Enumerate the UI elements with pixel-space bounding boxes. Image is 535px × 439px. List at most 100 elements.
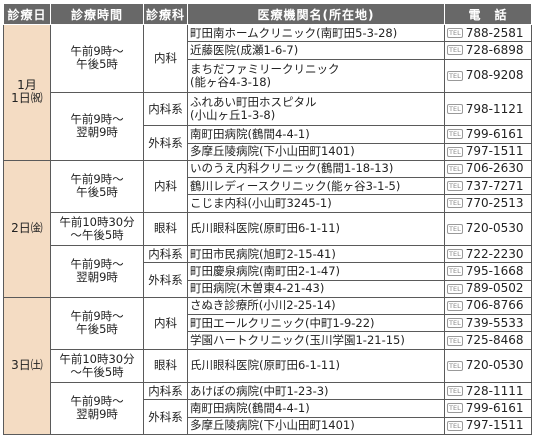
- institution-name: 南町田病院(鶴間4-4-1): [187, 399, 445, 418]
- table-row: こじま内科(小山町3245-1) TEL 770-2513: [4, 194, 532, 213]
- table-row: 午前10時30分 ～午後5時 眼科 氏川眼科医院(原町田6-1-11) TEL 7…: [4, 211, 532, 246]
- phone-cell: TEL 770-2513: [444, 194, 532, 213]
- institution-name: 町田慶泉病院(南町田2-1-47): [187, 262, 445, 281]
- institution-name: 氏川眼科医院(原町田6-1-11): [187, 211, 445, 246]
- phone-number: 770-2513: [465, 195, 524, 210]
- phone-number: 720-0530: [465, 221, 524, 236]
- phone-icon: TEL: [447, 163, 463, 174]
- table-row: 1月 1日㈷ 午前9時～ 午後5時 内科 町田南ホームクリニック(南町田5-3-…: [3, 23, 532, 161]
- institution-name: 氏川眼科医院(原町田6-1-11): [187, 348, 445, 383]
- institution-name: 町田エールクリニック(中町1-9-22): [187, 314, 445, 333]
- institution-name: 鶴川レディースクリニック(能ヶ谷3-1-5): [187, 177, 445, 196]
- day-cell: 2日㈮: [3, 159, 51, 298]
- time-start: 午前9時～: [70, 44, 124, 59]
- phone-number: 722-2230: [465, 246, 524, 261]
- time-cell: 午前10時30分 ～午後5時: [50, 211, 144, 246]
- table-row: 多摩丘陵病院(下小山田町1401) TEL 797-1511: [4, 416, 532, 436]
- time-cell: 午前9時～ 午後5時: [50, 24, 144, 93]
- time-start: 午前9時～: [70, 257, 124, 272]
- institution-name: 学園ハートクリニック(玉川学園1-21-15): [187, 331, 445, 350]
- phone-number: 739-5533: [465, 315, 524, 330]
- time-end: ～午後5時: [70, 227, 124, 242]
- time-end: 翌朝9時: [76, 270, 118, 285]
- institution-name: いのうえ内科クリニック(鶴間1-18-13): [187, 159, 445, 179]
- phone-number: 788-2581: [465, 25, 524, 40]
- phone-icon: TEL: [447, 223, 463, 234]
- phone-number: 798-1121: [465, 101, 524, 116]
- table-row: 町田エールクリニック(中町1-9-22) TEL 739-5533: [4, 314, 532, 333]
- phone-number: 728-6898: [465, 42, 524, 57]
- time-start: 午前9時～: [70, 172, 124, 187]
- time-cell: 午前9時～ 翌朝9時: [50, 381, 144, 436]
- phone-icon: TEL: [447, 181, 463, 192]
- time-end: 午後5時: [76, 57, 118, 72]
- phone-cell: TEL 706-8766: [444, 296, 532, 316]
- phone-icon: TEL: [447, 335, 463, 346]
- phone-number: 725-8468: [465, 333, 524, 347]
- phone-cell: TEL 739-5533: [444, 314, 532, 333]
- phone-cell: TEL 797-1511: [444, 142, 532, 161]
- institution-name: 南町田病院(鶴間4-4-1): [187, 125, 445, 144]
- table-row: 3日㈯ 午前9時～ 午後5時 内科 さぬき診療所(小川2-25-14) TEL 7…: [3, 296, 532, 436]
- time-cell: 午前9時～ 翌朝9時: [50, 91, 144, 161]
- phone-icon: TEL: [447, 283, 463, 294]
- phone-cell: TEL 728-6898: [444, 41, 532, 60]
- phone-icon: TEL: [447, 420, 463, 431]
- phone-cell: TEL 799-6161: [444, 125, 532, 144]
- time-end: 翌朝9時: [76, 407, 118, 422]
- phone-number: 706-2630: [465, 161, 524, 176]
- table-row: 午前9時～ 翌朝9時 内科系 あけぼの病院(中町1-23-3) TEL 728-1…: [4, 381, 532, 436]
- phone-cell: TEL 708-9208: [444, 58, 532, 93]
- time-cell: 午前9時～ 午後5時: [50, 159, 144, 213]
- header-time: 診療時間: [50, 3, 144, 25]
- phone-icon: TEL: [447, 318, 463, 329]
- phone-cell: TEL 737-7271: [444, 177, 532, 196]
- dept-cell: 内科: [143, 24, 188, 93]
- institution-name: さぬき診療所(小川2-25-14): [187, 296, 445, 316]
- time-end: 午後5時: [76, 322, 118, 337]
- holiday-clinic-table: 診療日 診療時間 診療科 医療機関名(所在地) 電 話 1月 1日㈷ 午前9時～…: [3, 3, 532, 436]
- phone-cell: TEL 722-2230: [444, 244, 532, 264]
- phone-number: 720-0530: [465, 358, 524, 373]
- phone-number: 795-1668: [465, 263, 524, 278]
- institution-name: まちだファミリークリニック (能ヶ谷4-3-18): [187, 58, 445, 93]
- institution-name-line1: まちだファミリークリニック: [190, 61, 340, 76]
- phone-number: 706-8766: [465, 298, 524, 313]
- table-row: 2日㈮ 午前9時～ 午後5時 内科 いのうえ内科クリニック(鶴間1-18-13)…: [3, 159, 532, 298]
- table-row: 外科系 町田慶泉病院(南町田2-1-47) TEL 795-1668: [4, 262, 532, 298]
- day-month: 1月: [17, 78, 37, 93]
- phone-cell: TEL 789-0502: [444, 279, 532, 298]
- time-start: 午前10時30分: [59, 351, 135, 366]
- day-cell: 1月 1日㈷: [3, 24, 51, 161]
- time-cell: 午前9時～ 午後5時: [50, 296, 144, 350]
- institution-name: 町田病院(木曽東4-21-43): [187, 279, 445, 298]
- dept-cell: 内科系: [143, 381, 188, 401]
- phone-number: 799-6161: [465, 126, 524, 141]
- time-end: 翌朝9時: [76, 125, 118, 140]
- table-row: 午前10時30分 ～午後5時 眼科 氏川眼科医院(原町田6-1-11) TEL 7…: [4, 348, 532, 383]
- table-row: 外科系 南町田病院(鶴間4-4-1) TEL 799-6161: [4, 125, 532, 161]
- dept-cell: 眼科: [143, 211, 188, 246]
- phone-icon: TEL: [447, 129, 463, 140]
- phone-cell: TEL 706-2630: [444, 159, 532, 179]
- phone-icon: TEL: [447, 70, 463, 81]
- time-start: 午前9時～: [70, 394, 124, 409]
- phone-number: 797-1511: [465, 144, 524, 159]
- time-cell: 午前10時30分 ～午後5時: [50, 348, 144, 383]
- table-row: 午前9時～ 翌朝9時 内科系 町田市民病院(旭町2-15-41) TEL 722-…: [4, 244, 532, 298]
- phone-number: 737-7271: [465, 178, 524, 193]
- table-row: 近藤医院(成瀬1-6-7) TEL 728-6898: [4, 41, 532, 60]
- table-header-row: 診療日 診療時間 診療科 医療機関名(所在地) 電 話: [3, 3, 532, 25]
- dept-cell: 内科: [143, 296, 188, 350]
- phone-icon: TEL: [447, 360, 463, 371]
- time-end: ～午後5時: [70, 364, 124, 379]
- institution-name: 町田市民病院(旭町2-15-41): [187, 244, 445, 264]
- institution-name: 多摩丘陵病院(下小山田町1401): [187, 142, 445, 161]
- phone-number: 789-0502: [465, 281, 524, 296]
- dept-cell: 眼科: [143, 348, 188, 383]
- table-row: 外科系 南町田病院(鶴間4-4-1) TEL 799-6161: [4, 399, 532, 435]
- phone-icon: TEL: [447, 45, 463, 56]
- institution-name-line1: ふれあい町田ホスピタル: [190, 95, 317, 110]
- phone-cell: TEL 799-6161: [444, 399, 532, 418]
- phone-cell: TEL 797-1511: [444, 416, 532, 436]
